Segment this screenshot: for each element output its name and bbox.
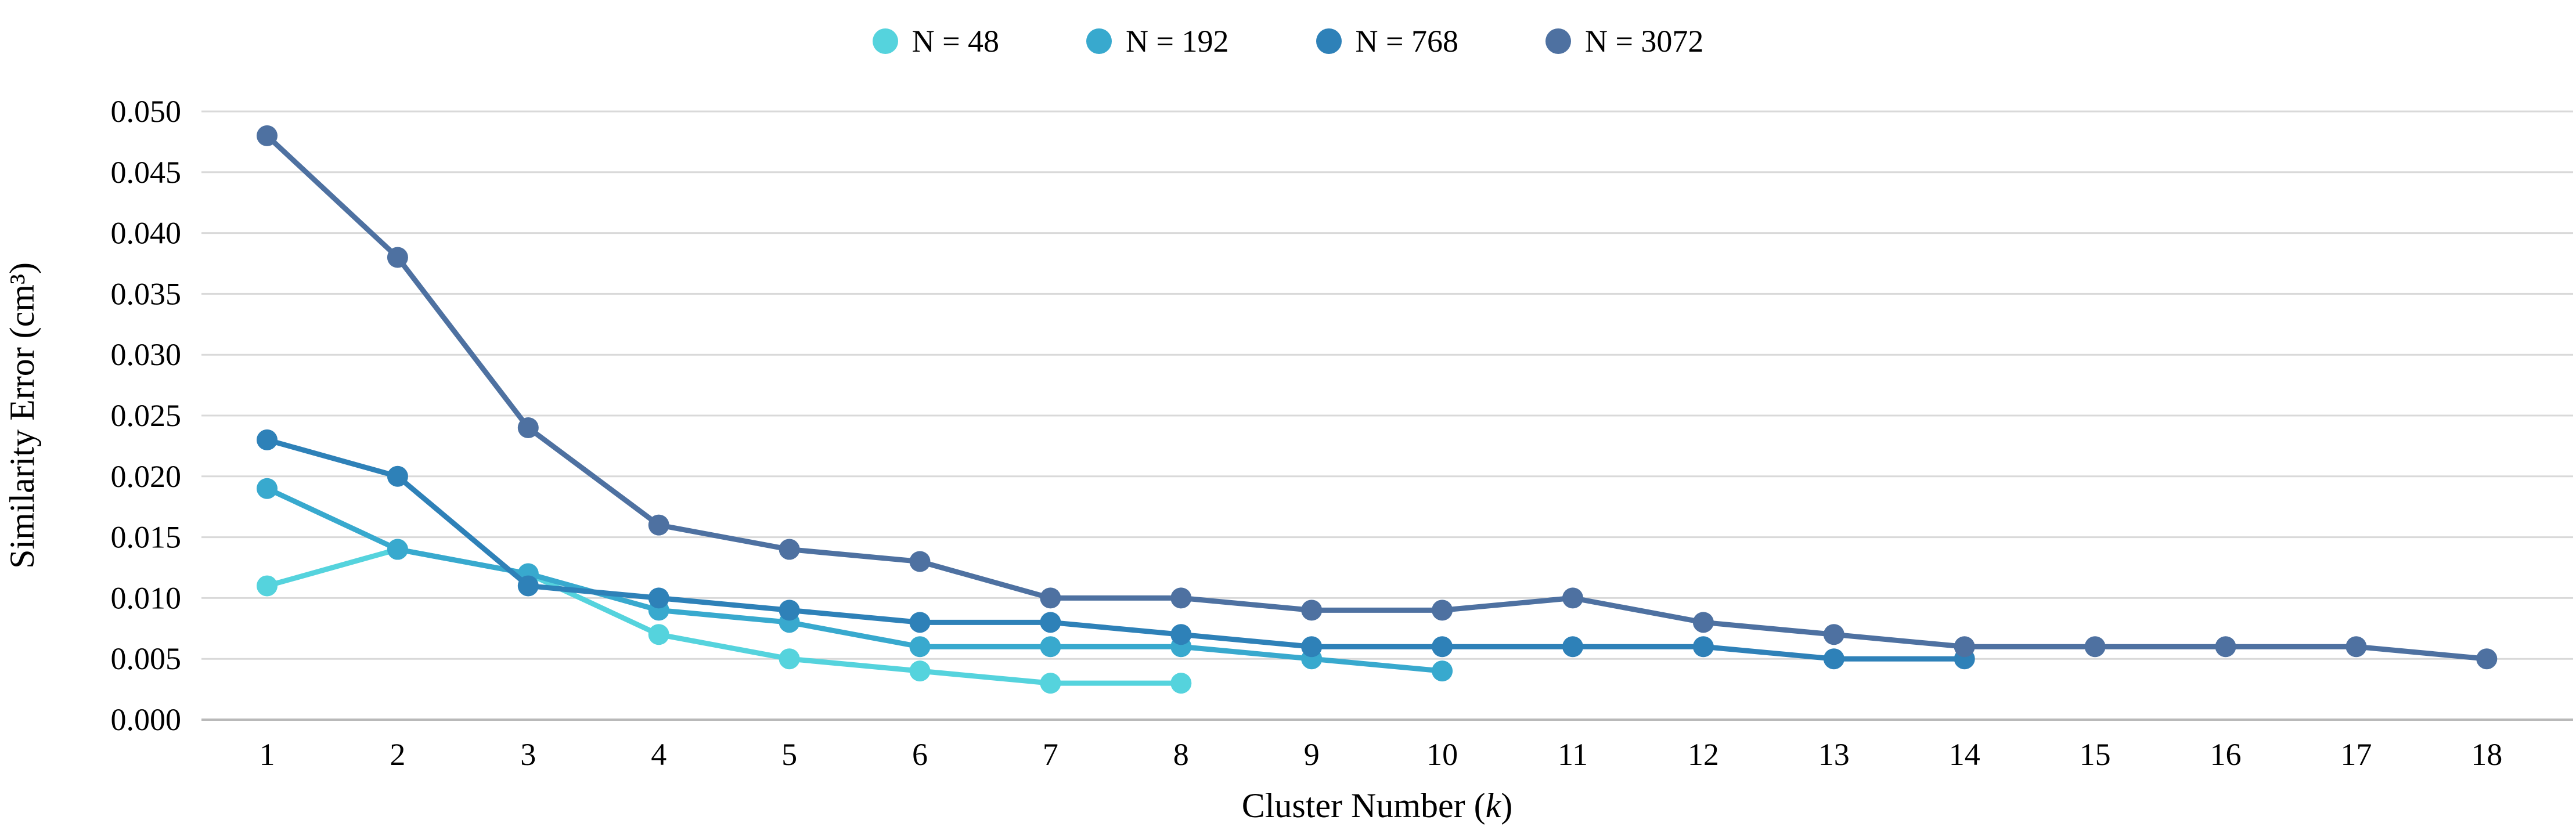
series-N768 <box>257 429 1975 670</box>
data-point <box>1432 600 1453 621</box>
x-tick-label: 4 <box>651 737 666 772</box>
y-tick-label: 0.050 <box>111 94 182 129</box>
series-line <box>264 437 1968 662</box>
data-point <box>257 429 278 450</box>
y-tick-label: 0.030 <box>111 337 182 372</box>
x-tick-label: 6 <box>912 737 928 772</box>
data-point <box>517 575 539 597</box>
x-tick-label: 7 <box>1043 737 1058 772</box>
x-tick-label: 11 <box>1558 737 1588 772</box>
data-point <box>1823 624 1844 645</box>
x-axis-title-close: ) <box>1501 786 1512 825</box>
data-point <box>779 539 800 560</box>
data-point <box>2084 636 2106 658</box>
data-point <box>1040 673 1061 694</box>
x-tick-label: 1 <box>260 737 275 772</box>
series-line <box>264 486 1445 674</box>
y-tick-label: 0.000 <box>111 702 182 737</box>
data-point <box>1692 636 1714 658</box>
y-tick-label: 0.025 <box>111 398 182 433</box>
x-tick-label: 3 <box>520 737 536 772</box>
data-point <box>2476 648 2498 670</box>
data-point <box>517 417 539 438</box>
data-point <box>1692 612 1714 633</box>
series-N3072 <box>257 125 2498 670</box>
data-series <box>257 125 2498 694</box>
x-axis-title-text: Cluster Number ( <box>1242 786 1486 825</box>
y-tick-label: 0.045 <box>111 155 182 190</box>
x-tick-label: 14 <box>1949 737 1980 772</box>
data-point <box>1040 636 1061 658</box>
x-tick-label: 12 <box>1688 737 1719 772</box>
x-tick-label: 5 <box>781 737 797 772</box>
data-point <box>1170 673 1192 694</box>
data-point <box>257 478 278 499</box>
y-tick-label: 0.005 <box>111 641 182 676</box>
data-point <box>1040 587 1061 609</box>
data-point <box>779 600 800 621</box>
data-point <box>779 648 800 670</box>
data-point <box>1040 612 1061 633</box>
data-point <box>1170 624 1192 645</box>
x-axis-tick-labels: 1 2 3 4 5 6 7 8 9 10 11 12 13 14 15 16 17 18 <box>260 737 2503 772</box>
y-axis-tick-labels: 0.000 0.005 0.010 0.015 0.020 0.025 0.030 0.035… <box>111 94 182 737</box>
x-tick-label: 9 <box>1304 737 1320 772</box>
data-point <box>387 539 408 560</box>
x-tick-label: 18 <box>2471 737 2502 772</box>
x-axis-title-variable: k <box>1486 786 1502 825</box>
data-point <box>257 125 278 146</box>
y-axis-title: Similarity Error (cm³) <box>3 262 41 569</box>
data-point <box>1562 636 1583 658</box>
x-tick-label: 10 <box>1426 737 1458 772</box>
data-point <box>1823 648 1844 670</box>
data-point <box>909 612 931 633</box>
data-point <box>1301 636 1323 658</box>
x-axis-title: Cluster Number (k) <box>1242 786 1513 825</box>
data-point <box>1432 636 1453 658</box>
data-point <box>909 551 931 572</box>
data-point <box>1432 660 1453 682</box>
data-point <box>909 660 931 682</box>
x-tick-label: 17 <box>2340 737 2372 772</box>
data-point <box>1562 587 1583 609</box>
x-tick-label: 2 <box>390 737 405 772</box>
y-tick-label: 0.040 <box>111 216 182 251</box>
x-tick-label: 15 <box>2080 737 2111 772</box>
data-point <box>2346 636 2367 658</box>
data-point <box>648 514 669 536</box>
data-point <box>2215 636 2236 658</box>
data-point <box>648 587 669 609</box>
data-point <box>648 624 669 645</box>
y-tick-label: 0.035 <box>111 276 182 311</box>
data-point <box>1170 587 1192 609</box>
x-tick-label: 16 <box>2210 737 2242 772</box>
y-tick-label: 0.015 <box>111 520 182 555</box>
y-tick-label: 0.010 <box>111 580 182 615</box>
x-tick-label: 13 <box>1818 737 1850 772</box>
gridlines <box>201 110 2573 721</box>
y-tick-label: 0.020 <box>111 459 182 494</box>
series-line <box>264 133 2489 662</box>
data-point <box>1954 636 1975 658</box>
data-point <box>909 636 931 658</box>
data-point <box>257 575 278 597</box>
data-point <box>1301 600 1323 621</box>
x-tick-label: 8 <box>1173 737 1189 772</box>
data-point <box>387 247 408 268</box>
data-point <box>387 465 408 487</box>
